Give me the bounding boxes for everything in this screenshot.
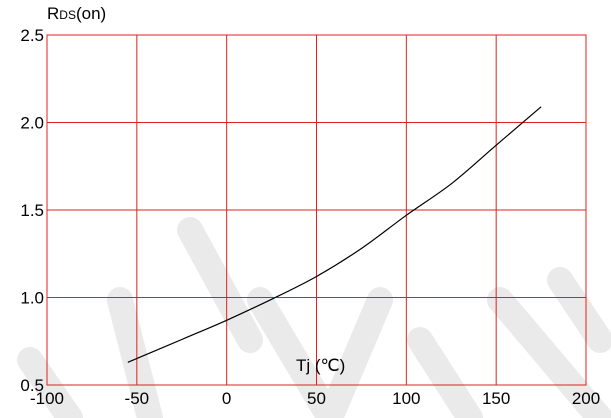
x-axis-label: Tj (℃) <box>296 356 345 375</box>
series-group <box>127 106 542 363</box>
watermark-stroke <box>487 287 611 418</box>
x-tick-label: 200 <box>572 389 600 408</box>
y-tick-label: 2.0 <box>20 114 44 133</box>
watermark <box>17 217 611 418</box>
x-tick-label: -100 <box>30 389 64 408</box>
y-tick-label: 1.5 <box>20 201 44 220</box>
series-line <box>127 106 542 363</box>
tick-labels: -100 -50 0 50 100 150 200 0.5 1.0 1.5 2.0 2.5 <box>20 26 600 408</box>
watermark-stroke <box>547 267 611 353</box>
x-tick-label: 0 <box>222 389 231 408</box>
watermark-stroke <box>177 217 263 353</box>
x-tick-label: -50 <box>125 389 150 408</box>
y-tick-label: 0.5 <box>20 376 44 395</box>
grid <box>46 34 587 386</box>
x-tick-label: 50 <box>307 389 326 408</box>
x-tick-label: 100 <box>392 389 420 408</box>
y-tick-label: 1.0 <box>20 289 44 308</box>
watermark-stroke <box>317 287 393 418</box>
y-tick-label: 2.5 <box>20 26 44 45</box>
watermark-stroke <box>407 327 483 418</box>
x-tick-label: 150 <box>482 389 510 408</box>
plot-frame <box>46 34 587 386</box>
watermark-stroke <box>17 347 83 418</box>
watermark-stroke <box>247 287 343 418</box>
y-axis-label: RDS(on) <box>47 4 106 23</box>
